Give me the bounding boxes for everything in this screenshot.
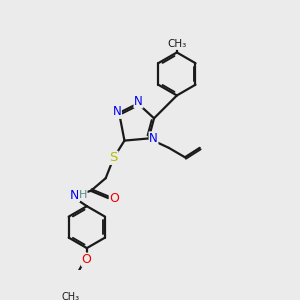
Text: N: N [149, 132, 158, 145]
Text: O: O [82, 253, 92, 266]
Text: N: N [70, 189, 80, 202]
Text: H: H [79, 190, 87, 200]
Text: N: N [134, 95, 143, 108]
Text: N: N [112, 105, 121, 118]
Text: CH₃: CH₃ [167, 39, 187, 50]
Text: S: S [110, 151, 118, 164]
Text: O: O [109, 192, 119, 205]
Text: CH₃: CH₃ [61, 292, 79, 300]
